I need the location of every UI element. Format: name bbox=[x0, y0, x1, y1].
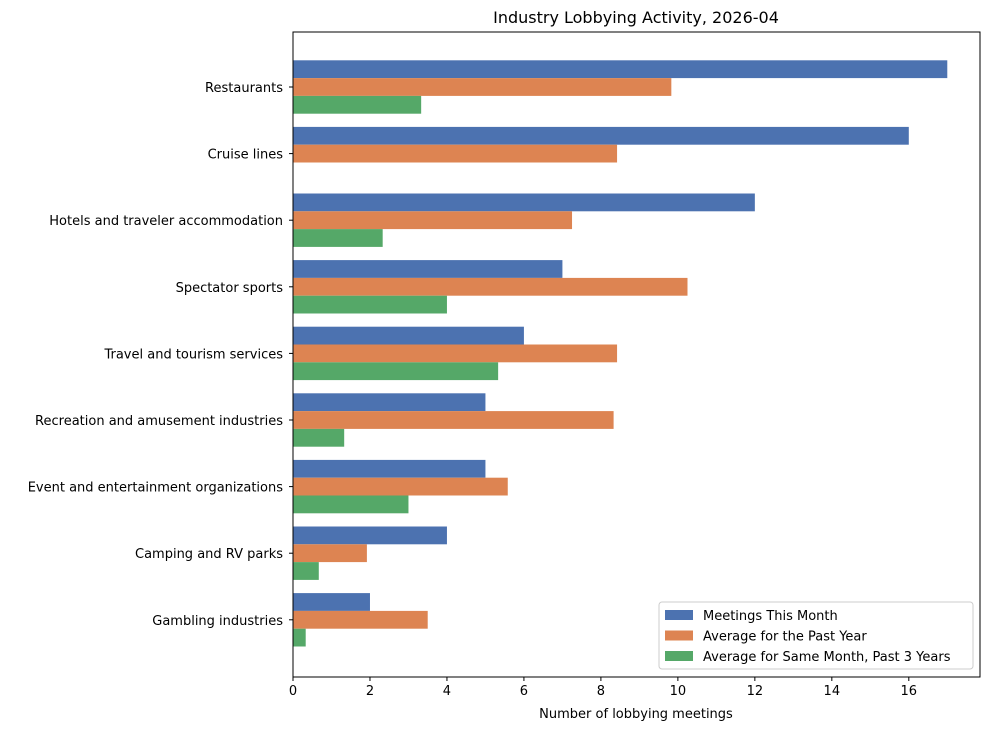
axes-layer: Restaurants Cruise lines Hotels and travel… bbox=[28, 31, 981, 699]
y-tick-label: Event and entertainment organizations bbox=[28, 481, 284, 496]
bar bbox=[293, 610, 428, 629]
y-tick-label: Cruise lines bbox=[208, 148, 284, 163]
bar bbox=[293, 193, 755, 212]
x-tick-label: 4 bbox=[443, 684, 451, 699]
bar bbox=[293, 459, 486, 478]
bar bbox=[293, 544, 367, 563]
bar bbox=[293, 477, 508, 496]
legend-swatch bbox=[665, 630, 693, 641]
legend-swatch bbox=[665, 651, 693, 661]
bar bbox=[293, 428, 345, 447]
x-tick-label: 16 bbox=[901, 684, 918, 699]
bar bbox=[293, 126, 909, 145]
bar bbox=[293, 628, 306, 647]
bars-layer bbox=[293, 60, 948, 647]
y-tick-label: Spectator sports bbox=[176, 281, 284, 296]
x-tick-label: 10 bbox=[670, 684, 687, 699]
y-tick-label: Hotels and traveler accommodation bbox=[49, 214, 283, 229]
bar bbox=[293, 277, 688, 296]
legend-label: Average for Same Month, Past 3 Years bbox=[703, 650, 951, 665]
legend-swatch bbox=[665, 610, 693, 620]
y-tick-label: Restaurants bbox=[205, 81, 283, 96]
bar bbox=[293, 95, 422, 114]
bar bbox=[293, 326, 524, 345]
plot-frame bbox=[292, 31, 981, 678]
bar bbox=[293, 260, 563, 278]
x-tick-label: 6 bbox=[520, 684, 528, 699]
bar bbox=[293, 593, 370, 611]
bar bbox=[293, 526, 447, 545]
bar bbox=[293, 229, 383, 247]
bar bbox=[293, 362, 499, 381]
x-axis-label: Number of lobbying meetings bbox=[539, 707, 733, 722]
bar bbox=[293, 60, 948, 79]
legend: Meetings This Month Average for the Past … bbox=[658, 601, 974, 670]
bar bbox=[293, 78, 672, 96]
y-tick-label: Travel and tourism services bbox=[103, 347, 283, 362]
legend-frame bbox=[658, 601, 974, 670]
bar bbox=[293, 344, 618, 363]
x-tick-label: 12 bbox=[747, 684, 764, 699]
y-tick-label: Gambling industries bbox=[152, 614, 283, 629]
bar bbox=[293, 144, 618, 163]
chart-title: Industry Lobbying Activity, 2026-04 bbox=[493, 8, 779, 27]
legend-label: Average for the Past Year bbox=[703, 630, 867, 645]
x-tick-label: 0 bbox=[289, 684, 297, 699]
bar bbox=[293, 393, 486, 412]
y-tick-label: Camping and RV parks bbox=[135, 547, 283, 562]
bar bbox=[293, 411, 614, 429]
x-tick-label: 8 bbox=[597, 684, 605, 699]
x-tick-label: 14 bbox=[824, 684, 841, 699]
legend-label: Meetings This Month bbox=[703, 609, 838, 624]
bar bbox=[293, 495, 409, 514]
bar bbox=[293, 211, 573, 230]
bar bbox=[293, 562, 319, 580]
x-tick-label: 2 bbox=[366, 684, 374, 699]
y-tick-label: Recreation and amusement industries bbox=[35, 414, 283, 429]
bar bbox=[293, 295, 447, 314]
